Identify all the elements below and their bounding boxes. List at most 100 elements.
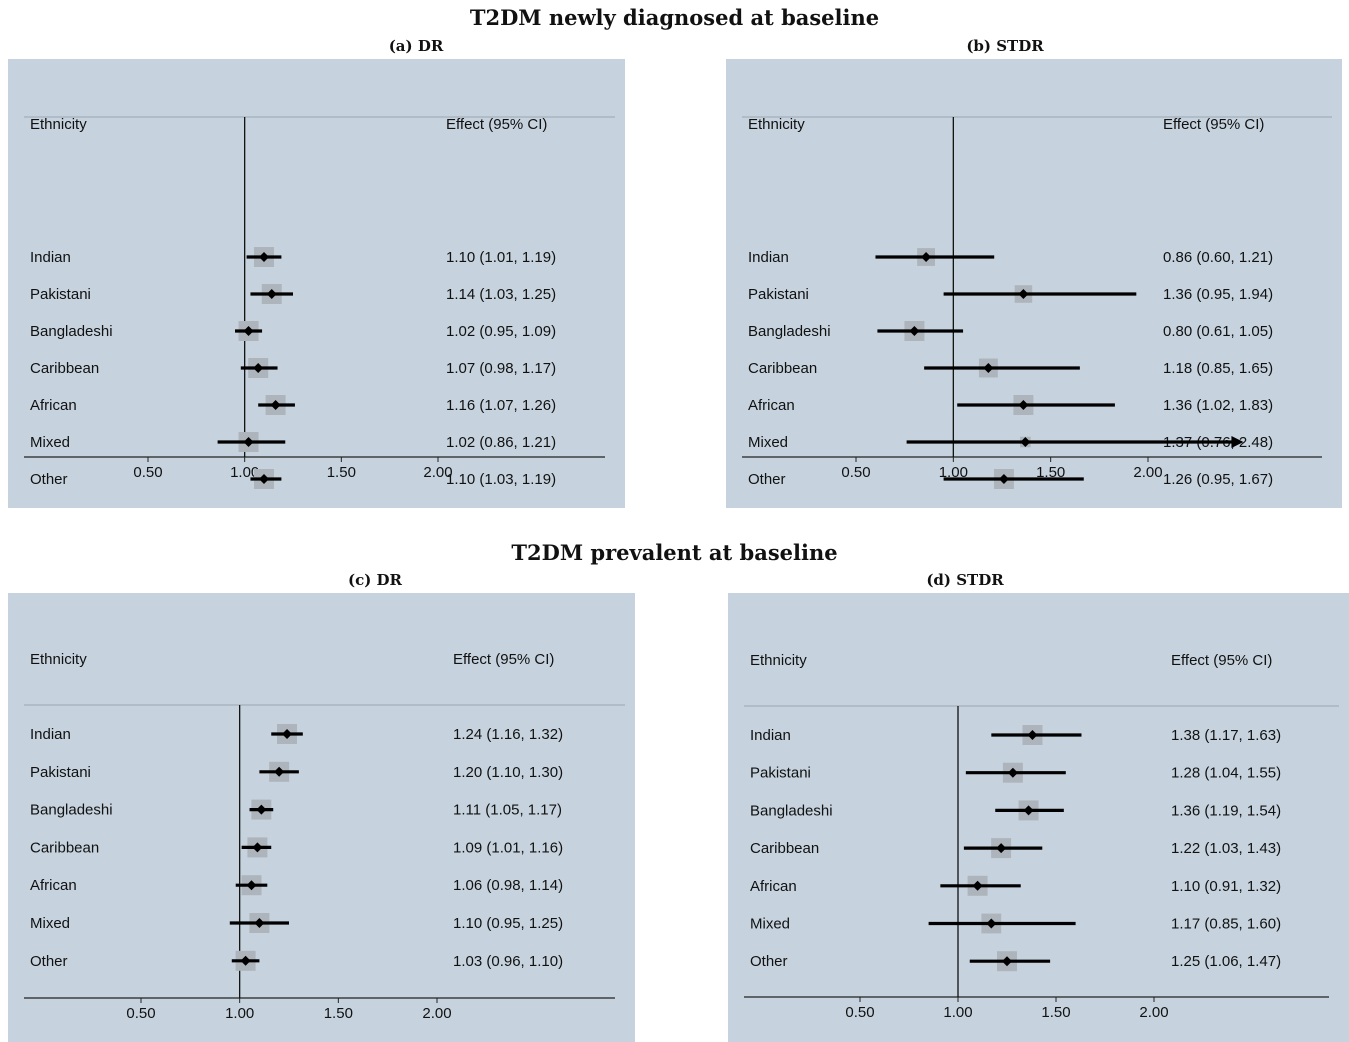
forest-panel-a: Ethnicity Effect (95% CI) 0.50 1.00 1.50 2.00… (8, 59, 625, 508)
x-tick-label: 1.50 (1041, 1004, 1070, 1021)
row-effect-other: 1.03 (0.96, 1.10) (453, 953, 563, 970)
row-effect-caribbean: 1.09 (1.01, 1.16) (453, 839, 563, 856)
x-tick-label: 2.00 (422, 1005, 451, 1022)
row-label-caribbean: Caribbean (750, 840, 819, 857)
row-effect-indian: 1.24 (1.16, 1.32) (453, 726, 563, 743)
row-label-african: African (750, 878, 797, 895)
row-label-other: Other (748, 471, 786, 488)
row-effect-african: 1.06 (0.98, 1.14) (453, 877, 563, 894)
row-label-indian: Indian (30, 726, 71, 743)
row-label-bangladeshi: Bangladeshi (750, 802, 833, 819)
row-label-mixed: Mixed (748, 434, 788, 451)
point-estimate-marker (243, 437, 254, 447)
column-header-ethnicity: Ethnicity (748, 116, 805, 133)
row-label-mixed: Mixed (750, 916, 790, 933)
row-effect-mixed: 1.02 (0.86, 1.21) (446, 434, 556, 451)
row-effect-caribbean: 1.22 (1.03, 1.43) (1171, 840, 1281, 857)
x-tick-label: 1.50 (1036, 464, 1065, 481)
x-tick-label: 0.50 (841, 464, 870, 481)
point-estimate-marker (996, 843, 1007, 854)
forest-plot-svg: Ethnicity Effect (95% CI) 0.50 1.00 1.50 2.00… (24, 116, 615, 489)
row-label-mixed: Mixed (30, 434, 70, 451)
row-effect-indian: 1.38 (1.17, 1.63) (1171, 727, 1281, 744)
point-estimate-marker (252, 842, 263, 853)
row-effect-other: 1.25 (1.06, 1.47) (1171, 953, 1281, 970)
x-tick-label: 0.50 (845, 1004, 874, 1021)
forest-plot-svg: Ethnicity Effect (95% CI) 0.50 1.00 1.50 2.00… (742, 116, 1332, 489)
row-label-african: African (30, 877, 77, 894)
row-label-indian: Indian (748, 249, 789, 266)
section-title-prevalent: T2DM prevalent at baseline (511, 540, 838, 565)
column-header-effect: Effect (95% CI) (453, 651, 554, 668)
row-effect-african: 1.16 (1.07, 1.26) (446, 397, 556, 414)
x-tick-label: 1.50 (327, 464, 356, 481)
x-tick-label: 2.00 (1133, 464, 1162, 481)
row-label-caribbean: Caribbean (30, 360, 99, 377)
row-label-african: African (30, 397, 77, 414)
row-label-indian: Indian (750, 727, 791, 744)
point-estimate-marker (998, 474, 1009, 484)
row-label-bangladeshi: Bangladeshi (30, 802, 113, 819)
row-effect-pakistani: 1.36 (0.95, 1.94) (1163, 286, 1273, 303)
row-effect-other: 1.26 (0.95, 1.67) (1163, 471, 1273, 488)
row-effect-indian: 1.10 (1.01, 1.19) (446, 249, 556, 266)
row-effect-mixed: 1.10 (0.95, 1.25) (453, 915, 563, 932)
x-tick-label: 1.00 (943, 1004, 972, 1021)
point-estimate-marker (986, 918, 997, 929)
row-effect-other: 1.10 (1.03, 1.19) (446, 471, 556, 488)
forest-panel-c: Ethnicity Effect (95% CI) 0.50 1.00 1.50 2.00… (8, 593, 635, 1042)
x-tick-label: 1.00 (230, 464, 259, 481)
row-label-pakistani: Pakistani (30, 286, 91, 303)
x-tick-label: 2.00 (423, 464, 452, 481)
panel-title-c: (c) DR (347, 571, 403, 589)
point-estimate-marker (246, 880, 257, 891)
row-effect-bangladeshi: 1.11 (1.05, 1.17) (453, 802, 562, 819)
section-title-newly-diagnosed: T2DM newly diagnosed at baseline (469, 5, 880, 30)
row-effect-bangladeshi: 0.80 (0.61, 1.05) (1163, 323, 1273, 340)
x-tick-label: 1.00 (939, 464, 968, 481)
row-effect-bangladeshi: 1.36 (1.19, 1.54) (1171, 802, 1281, 819)
row-label-indian: Indian (30, 249, 71, 266)
row-effect-mixed: 1.17 (0.85, 1.60) (1171, 916, 1281, 933)
ci-truncation-arrow (1231, 436, 1244, 448)
point-estimate-marker (909, 326, 920, 336)
row-label-pakistani: Pakistani (750, 765, 811, 782)
point-estimate-marker (270, 400, 281, 410)
point-estimate-marker (983, 363, 994, 373)
point-estimate-marker (266, 289, 277, 299)
point-estimate-marker (254, 918, 265, 928)
point-estimate-marker (1007, 767, 1018, 778)
row-label-other: Other (30, 953, 68, 970)
panel-title-a: (a) DR (388, 37, 444, 55)
point-estimate-marker (1018, 289, 1029, 299)
forest-plot-svg: Ethnicity Effect (95% CI) 0.50 1.00 1.50 2.00… (24, 651, 625, 1022)
point-estimate-marker (259, 474, 269, 484)
row-effect-indian: 0.86 (0.60, 1.21) (1163, 249, 1273, 266)
point-estimate-marker (282, 729, 293, 739)
column-header-ethnicity: Ethnicity (30, 651, 87, 668)
x-tick-label: 0.50 (126, 1005, 155, 1022)
row-label-other: Other (30, 471, 68, 488)
row-label-other: Other (750, 953, 788, 970)
point-estimate-marker (972, 880, 983, 891)
panel-title-b: (b) STDR (966, 37, 1044, 55)
forest-panel-d: Ethnicity Effect (95% CI) 0.50 1.00 1.50 2.00… (728, 593, 1349, 1042)
row-label-mixed: Mixed (30, 915, 70, 932)
forest-plot-svg: Ethnicity Effect (95% CI) 0.50 1.00 1.50 2.00… (744, 652, 1339, 1021)
row-label-african: African (748, 397, 795, 414)
point-estimate-marker (1027, 730, 1038, 740)
point-estimate-marker (259, 252, 269, 262)
point-estimate-marker (243, 326, 254, 336)
row-label-bangladeshi: Bangladeshi (30, 323, 113, 340)
x-tick-label: 0.50 (133, 464, 162, 481)
row-effect-pakistani: 1.20 (1.10, 1.30) (453, 764, 563, 781)
row-effect-caribbean: 1.18 (0.85, 1.65) (1163, 360, 1273, 377)
point-estimate-marker (256, 804, 267, 815)
row-label-caribbean: Caribbean (748, 360, 817, 377)
row-effect-bangladeshi: 1.02 (0.95, 1.09) (446, 323, 556, 340)
row-effect-african: 1.10 (0.91, 1.32) (1171, 878, 1281, 895)
row-effect-pakistani: 1.28 (1.04, 1.55) (1171, 765, 1281, 782)
x-tick-label: 2.00 (1139, 1004, 1168, 1021)
point-estimate-marker (1023, 805, 1034, 816)
point-estimate-marker (1002, 956, 1012, 967)
